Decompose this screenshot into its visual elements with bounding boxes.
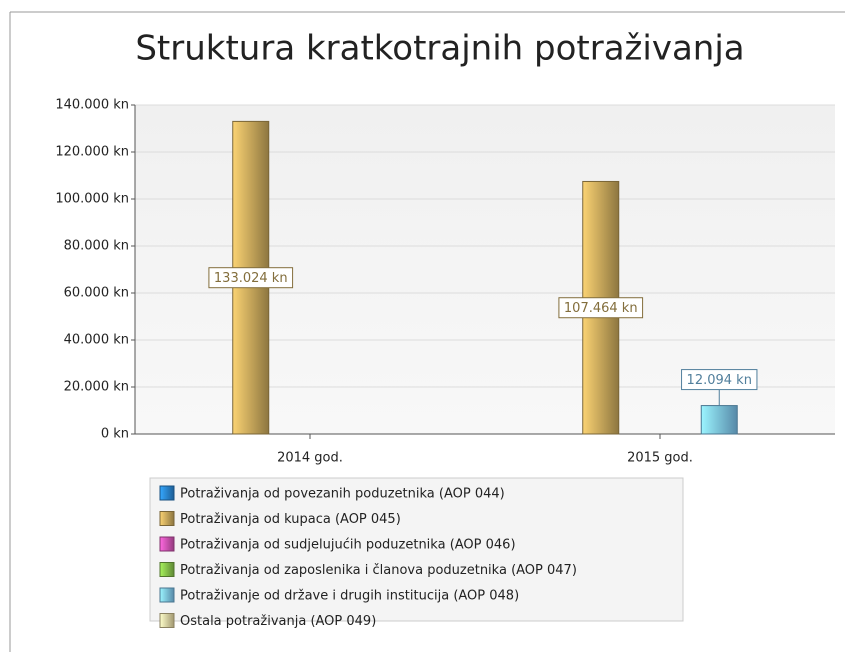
legend-swatch bbox=[159, 562, 175, 577]
y-tick-label: 100.000 kn bbox=[55, 192, 129, 207]
chart-title: Struktura kratkotrajnih potraživanja bbox=[135, 29, 744, 69]
value-label: 133.024 kn bbox=[214, 271, 288, 286]
value-label-box bbox=[208, 267, 294, 289]
legend bbox=[149, 477, 684, 622]
x-tick-label: 2015 god. bbox=[627, 451, 693, 466]
legend-label: Potraživanja od zaposlenika i članova po… bbox=[180, 563, 577, 578]
value-label: 107.464 kn bbox=[564, 301, 638, 316]
y-tick-label: 40.000 kn bbox=[64, 333, 129, 348]
legend-swatch bbox=[159, 511, 175, 526]
y-tick-label: 60.000 kn bbox=[64, 286, 129, 301]
legend-label: Potraživanja od sudjelujućih poduzetnika… bbox=[180, 538, 516, 553]
y-tick-label: 120.000 kn bbox=[55, 145, 129, 160]
legend-swatch bbox=[159, 536, 175, 552]
value-label: 12.094 kn bbox=[687, 373, 752, 388]
y-tick-label: 0 kn bbox=[101, 427, 129, 442]
x-tick-label: 2014 god. bbox=[277, 451, 343, 466]
legend-label: Potraživanje od države i drugih instituc… bbox=[180, 589, 519, 604]
y-tick-label: 140.000 kn bbox=[55, 98, 129, 113]
legend-label: Potraživanja od kupaca (AOP 045) bbox=[180, 512, 401, 527]
y-tick-label: 80.000 kn bbox=[64, 239, 129, 254]
legend-swatch bbox=[159, 485, 175, 501]
legend-label: Ostala potraživanja (AOP 049) bbox=[180, 614, 376, 629]
legend-swatch bbox=[159, 613, 175, 628]
value-label-box bbox=[681, 369, 758, 391]
bar bbox=[700, 405, 738, 435]
value-label-box bbox=[558, 297, 644, 319]
legend-label: Potraživanja od povezanih poduzetnika (A… bbox=[180, 487, 505, 502]
y-tick-label: 20.000 kn bbox=[64, 380, 129, 395]
legend-swatch bbox=[159, 587, 175, 603]
